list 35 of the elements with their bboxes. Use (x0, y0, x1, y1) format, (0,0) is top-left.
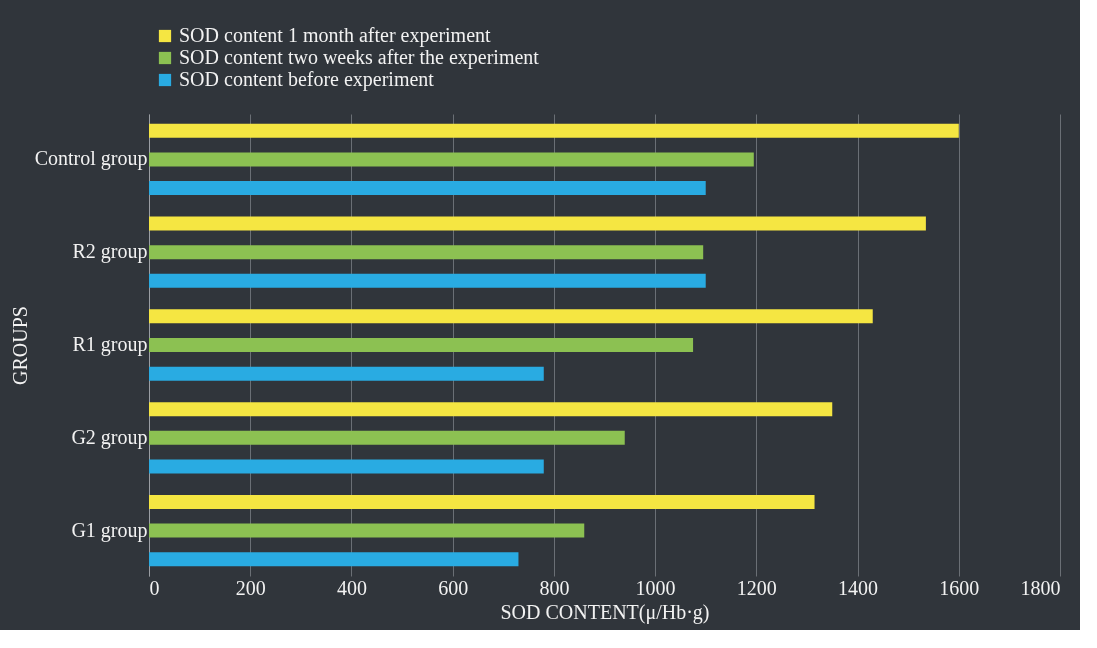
x-tick-label: 800 (539, 576, 570, 599)
bar (149, 494, 815, 509)
bar (149, 338, 694, 352)
bar (149, 523, 585, 538)
x-tick-label: 600 (438, 576, 469, 599)
bar (149, 459, 544, 474)
y-tick-label: R2 group (72, 240, 148, 264)
bar (149, 430, 625, 445)
bar (149, 216, 926, 231)
x-tick-label: 1000 (635, 576, 676, 599)
legend-label: SOD content two weeks after the experiment (179, 46, 540, 69)
x-tick-label: 1400 (838, 576, 879, 599)
bar (149, 245, 704, 260)
bar (149, 309, 873, 324)
x-tick-label: 1800 (1020, 576, 1061, 599)
bar (149, 123, 959, 138)
bar (149, 273, 706, 288)
y-tick-label: Control group (34, 147, 148, 171)
x-tick-label: 200 (235, 576, 266, 599)
y-axis-title: GROUPS (8, 306, 31, 385)
bar (149, 152, 754, 167)
y-tick-label: G1 group (71, 518, 148, 542)
bar (149, 402, 833, 417)
bar (149, 181, 706, 196)
x-tick-label: 1200 (736, 576, 777, 599)
bar (149, 552, 519, 567)
y-tick-label: G2 group (71, 425, 148, 449)
x-tick-label: 400 (336, 576, 367, 599)
y-tick-label: R1 group (72, 333, 148, 356)
x-tick-label: 1600 (939, 576, 980, 599)
legend-label: SOD content 1 month after experiment (179, 24, 492, 47)
bar (149, 366, 544, 381)
x-axis-title: SOD CONTENT(μ/Hb·g) (500, 600, 710, 624)
legend-label: SOD content before experiment (179, 68, 435, 91)
x-tick-label: 0 (149, 576, 160, 599)
